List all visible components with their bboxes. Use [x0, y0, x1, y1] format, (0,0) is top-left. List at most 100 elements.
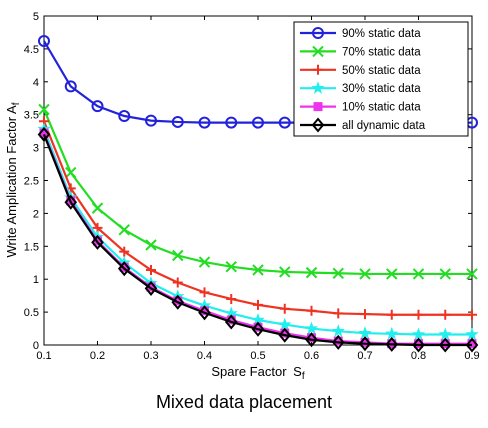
data-point: [91, 202, 104, 214]
data-point: [440, 309, 451, 320]
legend-label: 90% static data: [342, 28, 421, 40]
y-tick-label: 5: [33, 11, 39, 23]
data-point: [279, 266, 291, 278]
legend-label: 10% static data: [342, 102, 421, 114]
data-point: [91, 234, 104, 250]
y-axis-label-subscript: f: [11, 102, 22, 105]
data-point: [119, 246, 130, 257]
series-1: [38, 103, 478, 280]
x-tick-label: 0.7: [357, 350, 372, 362]
data-point: [199, 287, 210, 298]
data-point: [439, 268, 451, 280]
legend-marker: [311, 117, 325, 133]
data-point: [359, 268, 371, 280]
x-tick-label: 0.8: [411, 350, 426, 362]
data-point: [331, 334, 345, 350]
data-point: [146, 264, 156, 275]
x-tick-label: 0.3: [143, 350, 158, 362]
series-line: [42, 134, 472, 347]
y-tick-label: 2.5: [24, 176, 39, 188]
x-tick-label: 0.6: [304, 350, 319, 362]
data-point: [198, 305, 211, 321]
x-axis-label: Spare Factor Sf: [211, 364, 304, 382]
data-point: [358, 326, 372, 339]
series-5: [37, 126, 479, 353]
data-point: [198, 116, 211, 129]
figure-caption: Mixed data placement: [155, 392, 333, 412]
y-tick-label: 0: [33, 340, 39, 352]
y-tick-label: 2: [33, 208, 39, 220]
data-point: [331, 324, 345, 337]
legend-marker: [312, 27, 324, 39]
data-point: [172, 277, 183, 288]
y-tick-label: 4: [33, 77, 39, 89]
legend-item: all dynamic data: [300, 117, 426, 133]
data-point: [385, 336, 399, 352]
series-2: [39, 116, 477, 320]
data-point: [37, 126, 51, 143]
legend-label: all dynamic data: [342, 120, 426, 132]
legend-box: [293, 21, 469, 137]
data-point: [145, 114, 157, 127]
legend-label: 70% static data: [342, 46, 421, 58]
legend-item: 10% static data: [300, 102, 421, 114]
data-point: [438, 327, 452, 341]
data-point: [412, 337, 425, 353]
data-point: [145, 239, 157, 251]
x-tick-label: 0.2: [90, 350, 105, 362]
legend-marker: [313, 102, 323, 112]
data-point: [226, 293, 237, 304]
y-tick-label: 4.5: [24, 44, 39, 56]
x-tick-label: 0.9: [464, 350, 479, 362]
data-point: [144, 280, 158, 296]
data-point: [413, 309, 424, 320]
data-point: [38, 103, 50, 116]
legend-marker: [313, 64, 323, 75]
legend-item: 50% static data: [300, 64, 421, 77]
data-point: [171, 294, 185, 310]
data-point: [465, 327, 479, 341]
data-point: [358, 336, 372, 352]
data-point: [117, 261, 131, 277]
x-tick-label: 0.4: [197, 350, 212, 362]
data-point: [198, 256, 211, 268]
data-point: [252, 116, 264, 129]
data-point: [333, 308, 344, 319]
data-point: [332, 267, 344, 279]
data-point: [466, 268, 478, 280]
x-axis-label-symbol: S: [293, 364, 302, 379]
data-point: [64, 80, 77, 93]
data-point: [64, 194, 78, 210]
y-tick-label: 3: [33, 143, 39, 155]
x-axis-label-text: Spare Factor: [211, 364, 287, 379]
legend-item: 30% static data: [300, 81, 421, 95]
y-tick-label: 0.5: [24, 307, 39, 319]
data-point: [252, 264, 264, 276]
data-point: [411, 327, 426, 341]
data-point: [224, 314, 238, 330]
data-point: [438, 337, 452, 353]
data-point: [91, 100, 104, 113]
x-tick-label: 0.1: [36, 350, 51, 362]
data-point: [386, 268, 398, 280]
data-point: [360, 309, 370, 320]
data-point: [305, 332, 318, 348]
legend-marker: [312, 45, 324, 58]
data-point: [225, 260, 237, 273]
data-point: [278, 116, 291, 129]
legend-item: 70% static data: [300, 45, 421, 58]
data-point: [278, 317, 292, 331]
data-point: [65, 166, 77, 179]
data-point: [118, 224, 130, 236]
chart: 0.1 0.2 0.3 0.4 0.5 0.6 0.7 0.8 0.9 0 0.5 1 1.5 2 2.5…: [4, 11, 480, 382]
data-point: [251, 321, 265, 337]
y-axis-label: Write Amplication Factor Af: [4, 102, 22, 257]
data-point: [386, 309, 397, 320]
legend-item: 90% static data: [300, 27, 421, 40]
data-point: [305, 266, 318, 279]
y-tick-label: 1.5: [24, 241, 39, 253]
data-point: [171, 115, 184, 128]
x-axis-label-subscript: f: [302, 371, 305, 382]
data-point: [279, 303, 290, 314]
data-point: [278, 327, 292, 343]
